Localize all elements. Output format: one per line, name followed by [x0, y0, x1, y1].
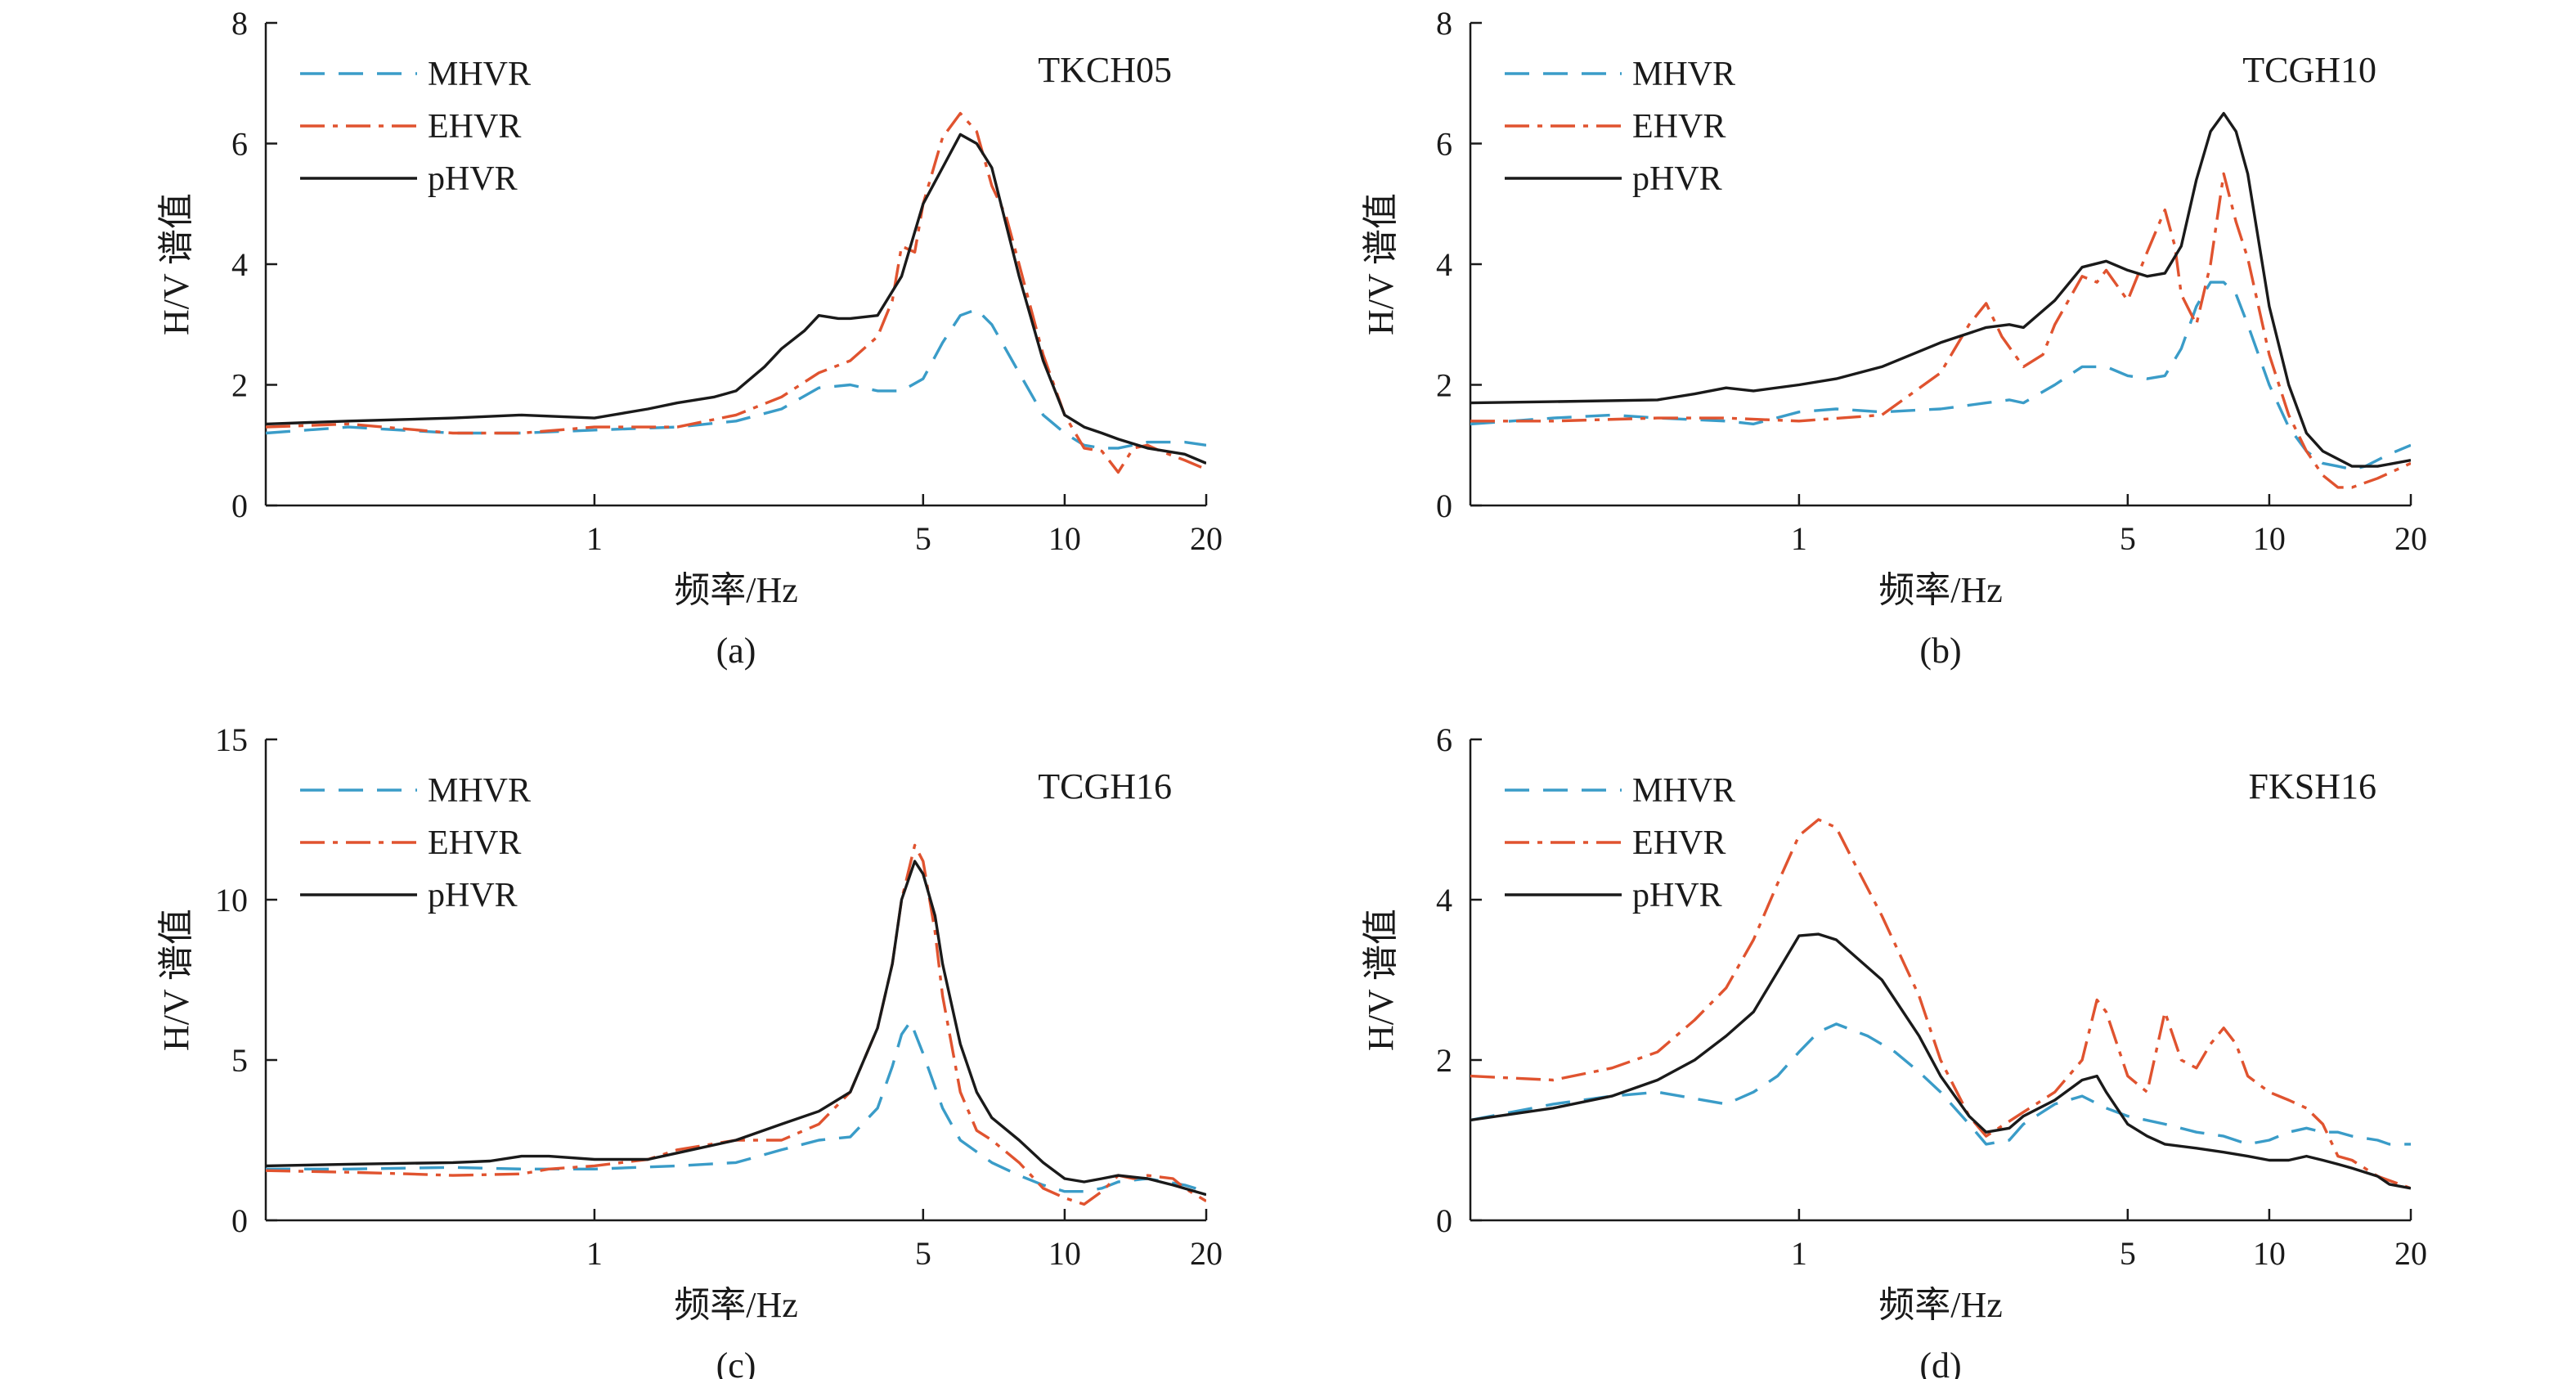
y-tick-label: 10 — [215, 882, 248, 919]
series-line-mhvr — [1470, 1022, 2411, 1146]
legend-label-phvr: pHVR — [428, 160, 518, 198]
x-tick-label: 1 — [1791, 1235, 1807, 1272]
series-line-phvr — [1470, 111, 2411, 468]
series-line-ehvr — [266, 843, 1206, 1206]
y-tick-label: 6 — [231, 126, 248, 163]
x-tick-label: 5 — [915, 1235, 931, 1272]
x-tick-label: 1 — [586, 1235, 603, 1272]
legend-label-mhvr: MHVR — [1632, 56, 1735, 93]
station-label: TCGH16 — [1038, 766, 1172, 806]
x-tick-label: 20 — [2394, 520, 2427, 557]
legend-label-ehvr: EHVR — [428, 108, 521, 146]
chart-panel-b: 0 2 4 6 8 1 5 10 20 频率/Hz H/V 谱值 (b) TCGH10 MHVR EHVR p… — [1361, 5, 2427, 671]
legend-label-mhvr: MHVR — [428, 56, 531, 93]
y-tick-label: 4 — [1436, 882, 1452, 919]
x-axis-label: 频率/Hz — [1878, 570, 2003, 610]
legend-label-ehvr: EHVR — [428, 824, 521, 862]
y-tick-label: 8 — [231, 5, 248, 42]
x-tick-label: 5 — [2120, 1235, 2136, 1272]
chart-panel-d: 0 2 4 6 1 5 10 20 频率/Hz H/V 谱值 (d) FKSH16 MHVR EHVR pH… — [1361, 721, 2427, 1379]
panel-caption: (b) — [1919, 631, 1961, 671]
series-line-ehvr — [266, 111, 1206, 474]
series-line-mhvr — [266, 1020, 1206, 1193]
y-tick-label: 2 — [1436, 367, 1452, 404]
y-tick-label: 4 — [1436, 246, 1452, 283]
legend-label-ehvr: EHVR — [1632, 108, 1726, 146]
x-tick-label: 1 — [1791, 520, 1807, 557]
y-tick-label: 2 — [1436, 1042, 1452, 1079]
series-line-ehvr — [1470, 172, 2411, 489]
x-tick-label: 10 — [2253, 520, 2286, 557]
chart-panel-a: 0 2 4 6 8 1 5 10 20 频率/Hz H/V 谱值 (a) TKCH05 MHVR EHVR p… — [156, 5, 1223, 671]
x-axis-label: 频率/Hz — [1878, 1285, 2003, 1325]
x-tick-label: 20 — [1190, 520, 1223, 557]
series-line-phvr — [266, 133, 1206, 465]
x-tick-label: 10 — [1048, 1235, 1081, 1272]
y-tick-label: 4 — [231, 246, 248, 283]
station-label: TCGH10 — [2242, 50, 2376, 90]
legend-label-phvr: pHVR — [428, 877, 518, 914]
panel-caption: (d) — [1919, 1345, 1961, 1379]
x-tick-label: 20 — [2394, 1235, 2427, 1272]
y-tick-label: 5 — [231, 1042, 248, 1079]
y-axis-label: H/V 谱值 — [156, 909, 196, 1051]
legend-label-mhvr: MHVR — [428, 772, 531, 810]
y-axis-label: H/V 谱值 — [1361, 909, 1401, 1051]
y-axis-label: H/V 谱值 — [1361, 193, 1401, 335]
y-tick-label: 6 — [1436, 126, 1452, 163]
panel-caption: (c) — [716, 1345, 756, 1379]
y-tick-label: 6 — [1436, 721, 1452, 758]
y-tick-label: 2 — [231, 367, 248, 404]
station-label: TKCH05 — [1038, 50, 1172, 90]
y-axis-label: H/V 谱值 — [156, 193, 196, 335]
y-tick-label: 0 — [231, 487, 248, 524]
series-line-ehvr — [1470, 818, 2411, 1190]
x-tick-label: 10 — [1048, 520, 1081, 557]
legend-label-phvr: pHVR — [1632, 877, 1722, 914]
x-axis-label: 频率/Hz — [674, 570, 798, 610]
legend-label-mhvr: MHVR — [1632, 772, 1735, 810]
y-tick-label: 8 — [1436, 5, 1452, 42]
series-line-mhvr — [266, 308, 1206, 450]
series-line-phvr — [266, 860, 1206, 1197]
x-tick-label: 5 — [915, 520, 931, 557]
series-line-phvr — [1470, 932, 2411, 1190]
y-tick-label: 15 — [215, 721, 248, 758]
station-label: FKSH16 — [2249, 766, 2377, 806]
x-tick-label: 1 — [586, 520, 603, 557]
legend-label-phvr: pHVR — [1632, 160, 1722, 198]
y-tick-label: 0 — [1436, 1202, 1452, 1239]
x-tick-label: 10 — [2253, 1235, 2286, 1272]
x-tick-label: 5 — [2120, 520, 2136, 557]
x-tick-label: 20 — [1190, 1235, 1223, 1272]
panel-caption: (a) — [716, 631, 756, 671]
x-axis-label: 频率/Hz — [674, 1285, 798, 1325]
y-tick-label: 0 — [1436, 487, 1452, 524]
legend-label-ehvr: EHVR — [1632, 824, 1726, 862]
y-tick-label: 0 — [231, 1202, 248, 1239]
